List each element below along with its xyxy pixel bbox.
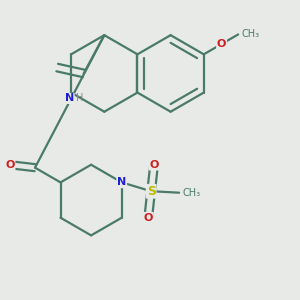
Text: N: N [65,94,74,103]
Text: H: H [76,94,84,103]
Text: O: O [143,213,153,223]
Text: CH₃: CH₃ [182,188,200,198]
Text: CH₃: CH₃ [241,29,259,39]
Text: O: O [5,160,15,170]
Text: S: S [147,185,156,198]
Text: O: O [149,160,159,170]
Text: N: N [117,177,126,188]
Text: O: O [217,39,226,49]
